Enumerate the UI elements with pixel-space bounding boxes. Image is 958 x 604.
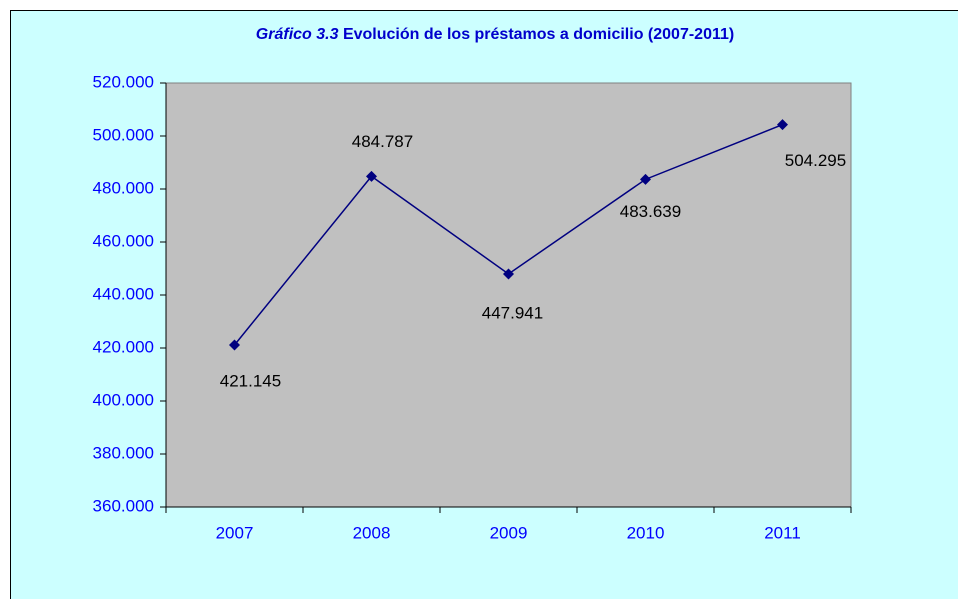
x-tick-label: 2008: [353, 523, 391, 542]
y-tick-label: 520.000: [93, 72, 154, 91]
y-tick-label: 420.000: [93, 337, 154, 356]
data-label: 421.145: [220, 371, 281, 390]
chart-title: Gráfico 3.3 Evolución de los préstamos a…: [256, 26, 734, 43]
x-tick-label: 2011: [764, 523, 801, 542]
y-tick-label: 460.000: [93, 231, 154, 250]
y-tick-label: 440.000: [93, 284, 154, 303]
x-tick-label: 2010: [627, 523, 665, 542]
title-text: Evolución de los préstamos a domicilio (…: [343, 26, 734, 43]
y-tick-label: 360.000: [93, 496, 154, 515]
x-tick-label: 2009: [490, 523, 528, 542]
data-label: 447.941: [482, 303, 543, 322]
data-label: 484.787: [352, 132, 413, 151]
plot-area: [166, 83, 851, 507]
y-tick-label: 500.000: [93, 125, 154, 144]
data-label: 504.295: [785, 151, 846, 170]
data-label: 483.639: [620, 202, 681, 221]
title-label: Gráfico 3.3: [256, 26, 339, 43]
x-tick-label: 2007: [216, 523, 254, 542]
y-tick-label: 480.000: [93, 178, 154, 197]
y-tick-label: 380.000: [93, 443, 154, 462]
y-tick-label: 400.000: [93, 390, 154, 409]
